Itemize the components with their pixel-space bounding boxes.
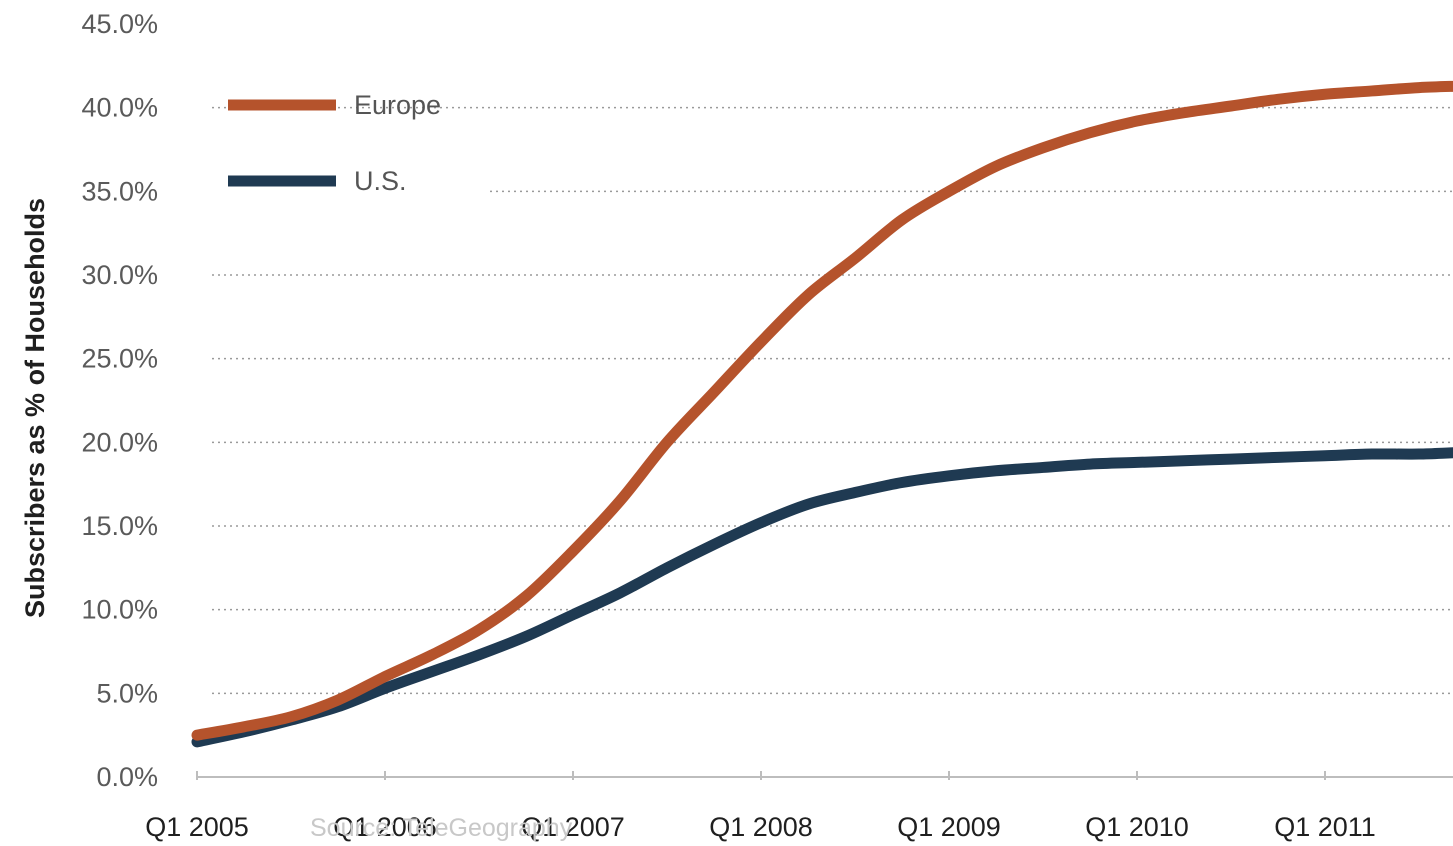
y-tick-label: 25.0%	[81, 344, 158, 374]
x-tick-label: Q1 2005	[145, 812, 249, 842]
gridlines	[212, 106, 1453, 695]
series-line-us	[191, 447, 1453, 748]
series-line-europe	[191, 80, 1453, 741]
legend-label: Europe	[354, 90, 441, 120]
y-tick-label: 5.0%	[96, 678, 158, 708]
source-note: Source: TeleGeography	[310, 814, 573, 842]
y-axis-ticks: 0.0% 5.0% 10.0% 15.0% 20.0% 25.0% 30.0% 35.0% 40…	[81, 9, 158, 792]
x-axis: Q1 2005 Q1 2006 Q1 2007 Q1 2008 Q1 2009 Q1 20…	[145, 771, 1453, 842]
y-tick-label: 30.0%	[81, 260, 158, 290]
x-tick-label: Q1 2006	[333, 812, 437, 842]
y-axis-title: Subscribers as % of Households	[20, 198, 50, 618]
y-tick-label: 15.0%	[81, 511, 158, 541]
series-lines	[191, 80, 1453, 748]
y-tick-label: 45.0%	[81, 9, 158, 39]
y-tick-label: 10.0%	[81, 595, 158, 625]
x-tick-label: Q1 2007	[521, 812, 625, 842]
x-tick-label: Q1 2008	[709, 812, 813, 842]
y-tick-label: 0.0%	[96, 762, 158, 792]
y-tick-label: 20.0%	[81, 427, 158, 457]
x-tick-label: Q1 2009	[897, 812, 1001, 842]
x-tick-label: Q1 2010	[1085, 812, 1189, 842]
y-tick-label: 35.0%	[81, 176, 158, 206]
legend-label: U.S.	[354, 166, 407, 196]
x-tick-label: Q1 2011	[1274, 812, 1376, 842]
y-tick-label: 40.0%	[81, 93, 158, 123]
legend: Europe U.S.	[228, 90, 441, 196]
